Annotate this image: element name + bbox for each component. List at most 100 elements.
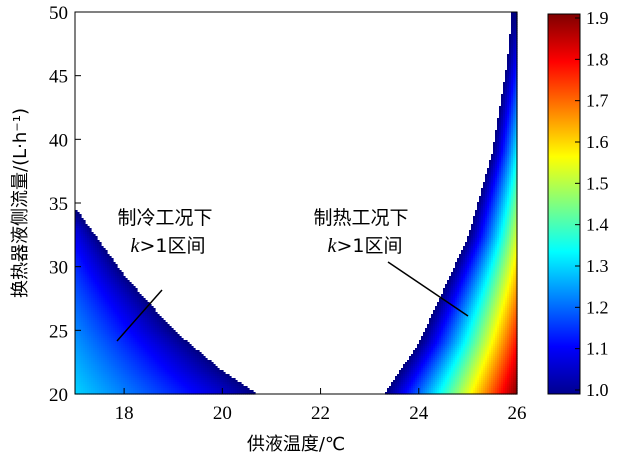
heatmap-cell (433, 316, 436, 319)
heatmap-cell (501, 190, 504, 193)
heatmap-cell (429, 338, 432, 341)
heatmap-cell (105, 256, 108, 259)
heatmap-cell (509, 296, 512, 299)
heatmap-cell (505, 336, 508, 339)
heatmap-cell (119, 320, 122, 323)
heatmap-cell (473, 312, 476, 315)
heatmap-cell (489, 250, 492, 253)
heatmap-cell (85, 230, 88, 233)
heatmap-cell (157, 328, 160, 331)
heatmap-cell (497, 172, 500, 175)
heatmap-cell (451, 278, 454, 281)
heatmap-cell (503, 214, 506, 217)
heatmap-cell (471, 228, 474, 231)
heatmap-cell (157, 336, 160, 339)
heatmap-cell (89, 234, 92, 237)
heatmap-cell (493, 270, 496, 273)
heatmap-cell (485, 210, 488, 213)
heatmap-cell (101, 290, 104, 293)
heatmap-cell (511, 44, 514, 47)
heatmap-cell (443, 324, 446, 327)
heatmap-cell (133, 292, 136, 295)
heatmap-cell (497, 136, 500, 139)
heatmap-cell (77, 242, 80, 245)
heatmap-cell (125, 296, 128, 299)
heatmap-cell (513, 334, 516, 337)
heatmap-cell (511, 284, 514, 287)
heatmap-cell (479, 232, 482, 235)
heatmap-cell (497, 234, 500, 237)
heatmap-cell (513, 108, 516, 111)
heatmap-cell (117, 290, 120, 293)
heatmap-cell (471, 338, 474, 341)
heatmap-cell (487, 334, 490, 337)
heatmap-cell (509, 144, 512, 147)
heatmap-cell (507, 228, 510, 231)
heatmap-cell (471, 278, 474, 281)
heatmap-cell (111, 260, 114, 263)
heatmap-cell (479, 248, 482, 251)
heatmap-cell (481, 330, 484, 333)
heatmap-cell (459, 270, 462, 273)
heatmap-cell (505, 184, 508, 187)
heatmap-cell (77, 324, 80, 327)
heatmap-cell (499, 252, 502, 255)
heatmap-cell (487, 300, 490, 303)
heatmap-cell (501, 270, 504, 273)
heatmap-cell (477, 258, 480, 261)
heatmap-cell (85, 240, 88, 243)
heatmap-cell (93, 310, 96, 313)
heatmap-cell (75, 316, 78, 319)
heatmap-cell (457, 310, 460, 313)
heatmap-cell (489, 204, 492, 207)
heatmap-cell (505, 150, 508, 153)
heatmap-cell (97, 306, 100, 309)
heatmap-cell (515, 74, 518, 77)
heatmap-cell (497, 252, 500, 255)
heatmap-cell (457, 264, 460, 267)
heatmap-cell (173, 332, 176, 335)
heatmap-cell (89, 310, 92, 313)
heatmap-cell (91, 296, 94, 299)
heatmap-cell (505, 134, 508, 137)
heatmap-cell (95, 268, 98, 271)
heatmap-cell (455, 290, 458, 293)
heatmap-cell (509, 130, 512, 133)
heatmap-cell (509, 96, 512, 99)
heatmap-cell (139, 338, 142, 341)
heatmap-cell (515, 110, 518, 113)
heatmap-cell (509, 150, 512, 153)
heatmap-cell (77, 218, 80, 221)
heatmap-cell (91, 242, 94, 245)
heatmap-cell (511, 224, 514, 227)
heatmap-cell (149, 310, 152, 313)
heatmap-cell (511, 48, 514, 51)
heatmap-cell (507, 206, 510, 209)
heatmap-cell (507, 336, 510, 339)
heatmap-cell (93, 292, 96, 295)
heatmap-cell (483, 196, 486, 199)
heatmap-cell (503, 152, 506, 155)
heatmap-cell (451, 300, 454, 303)
heatmap-cell (487, 264, 490, 267)
heatmap-cell (491, 160, 494, 163)
heatmap-cell (515, 94, 518, 97)
heatmap-cell (483, 242, 486, 245)
heatmap-cell (501, 204, 504, 207)
heatmap-cell (143, 322, 146, 325)
heatmap-cell (77, 268, 80, 271)
heatmap-cell (481, 336, 484, 339)
heatmap-cell (85, 268, 88, 271)
heatmap-cell (153, 308, 156, 311)
heatmap-cell (103, 334, 106, 337)
heatmap-cell (93, 316, 96, 319)
heatmap-cell (135, 322, 138, 325)
heatmap-cell (497, 290, 500, 293)
heatmap-cell (483, 334, 486, 337)
heatmap-cell (501, 330, 504, 333)
heatmap-cell (489, 298, 492, 301)
heatmap-cell (503, 316, 506, 319)
heatmap-cell (151, 324, 154, 327)
heatmap-cell (127, 286, 130, 289)
heatmap-cell (491, 178, 494, 181)
